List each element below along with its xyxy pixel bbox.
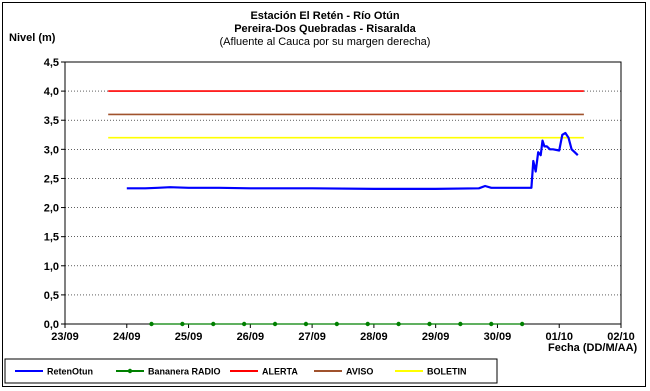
chart-svg: Estación El Retén - Río OtúnPereira-Dos … — [4, 10, 638, 384]
legend-label: BOLETIN — [427, 367, 467, 377]
chart-subtitle-2: (Afluente al Cauca por su margen derecha… — [220, 36, 431, 48]
x-tick-label: 28/09 — [360, 331, 388, 343]
y-tick-label: 1,5 — [44, 232, 59, 244]
y-tick-label: 0,0 — [44, 319, 59, 331]
data-point-bananera-radio — [272, 321, 278, 327]
x-tick-label: 27/09 — [298, 331, 326, 343]
data-point-bananera-radio — [211, 321, 216, 327]
x-tick-label: 29/09 — [422, 331, 450, 343]
data-point-bananera-radio — [241, 321, 247, 327]
data-point-bananera-radio — [334, 321, 340, 327]
legend-label: RetenOtun — [47, 367, 93, 377]
chart-frame: Estación El Retén - Río Otún Pereira-Dos … — [2, 2, 646, 387]
data-point-bananera-radio — [458, 321, 463, 327]
x-tick-label: 01/10 — [545, 331, 573, 343]
series-line-retenotun — [126, 131, 579, 190]
plot-area — [64, 61, 622, 325]
y-tick-label: 2,0 — [44, 203, 59, 215]
x-tick-label: 02/10 — [607, 331, 635, 343]
legend-marker — [127, 368, 133, 374]
data-point-bananera-radio — [303, 321, 309, 327]
data-point-bananera-radio — [365, 321, 370, 327]
legend-label: ALERTA — [262, 367, 298, 377]
y-tick-label: 0,5 — [44, 290, 59, 302]
x-tick-label: 23/09 — [51, 331, 79, 343]
legend-label: AVISO — [346, 367, 373, 377]
data-point-bananera-radio — [396, 321, 401, 327]
data-point-bananera-radio — [519, 321, 525, 327]
y-tick-label: 2,5 — [44, 173, 59, 185]
x-tick-label: 30/09 — [484, 331, 512, 343]
x-tick-label: 24/09 — [113, 331, 141, 343]
data-point-bananera-radio — [180, 321, 185, 327]
chart-subtitle: Pereira-Dos Quebradas - Risaralda — [234, 23, 416, 35]
y-tick-label: 4,0 — [44, 86, 59, 98]
y-axis-label: Nivel (m) — [9, 32, 56, 44]
chart-title: Estación El Retén - Río Otún — [250, 10, 399, 22]
y-tick-label: 3,0 — [44, 144, 59, 156]
data-point-bananera-radio — [427, 321, 432, 327]
y-tick-label: 1,0 — [44, 261, 59, 273]
y-tick-label: 3,5 — [44, 115, 59, 127]
x-tick-label: 25/09 — [175, 331, 203, 343]
x-axis-label: Fecha (DD/M/AA) — [548, 342, 638, 354]
legend-label: Bananera RADIO — [148, 367, 221, 377]
x-tick-label: 26/09 — [237, 331, 265, 343]
data-point-bananera-radio — [489, 321, 494, 327]
y-tick-label: 4,5 — [44, 57, 59, 69]
data-point-bananera-radio — [149, 321, 154, 327]
